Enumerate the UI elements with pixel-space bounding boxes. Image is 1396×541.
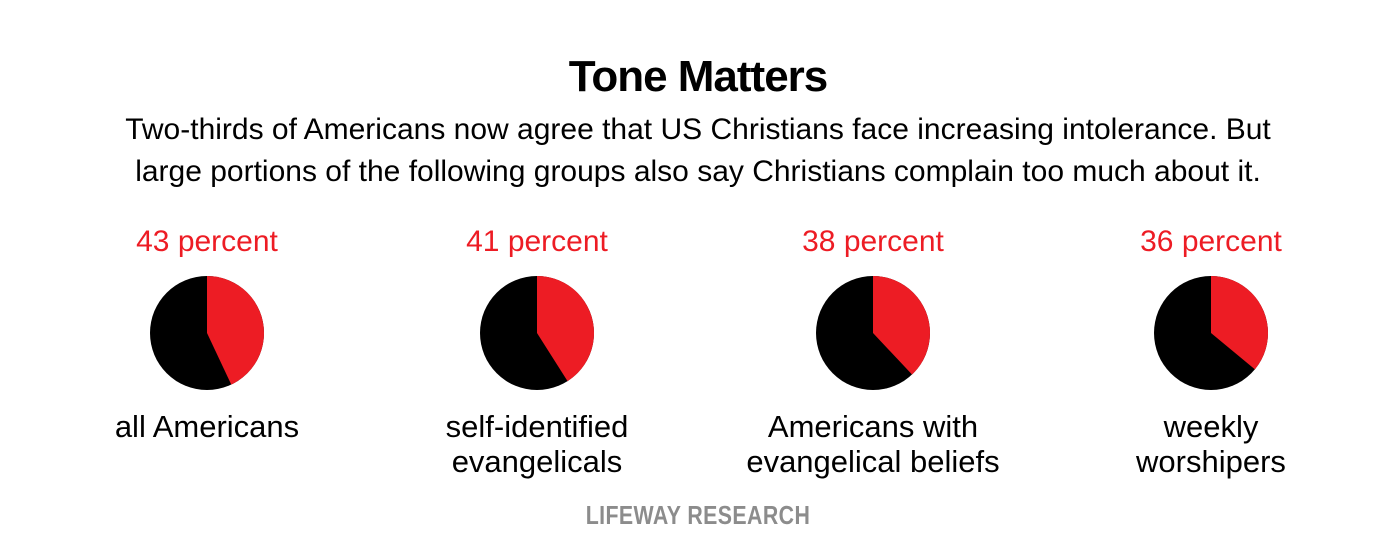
pie-slice-value xyxy=(537,276,594,382)
value-label: 38 percent xyxy=(802,225,944,258)
pie-group: 43 percent all Americans xyxy=(37,222,377,444)
pie-slice-value xyxy=(873,276,930,375)
value-label: 43 percent xyxy=(136,225,278,258)
category-label-line: weekly xyxy=(1163,409,1259,444)
pie-slice-value xyxy=(1211,276,1268,370)
pie-slice-value xyxy=(207,276,264,385)
pie-chart xyxy=(1154,276,1268,390)
category-label-line: evangelical beliefs xyxy=(746,444,1000,479)
category-label: all Americans xyxy=(37,409,377,444)
pie-chart xyxy=(150,276,264,390)
source-logo: LIFEWAY RESEARCH xyxy=(585,500,811,530)
category-label-line: Americans with xyxy=(767,409,979,444)
pie-group: 38 percent Americans with evangelical beli… xyxy=(703,222,1043,479)
subtitle-line-2: large portions of the following groups a… xyxy=(135,155,1261,188)
pie-chart xyxy=(816,276,930,390)
category-label-line: all Americans xyxy=(114,409,300,444)
chart-title: Tone Matters xyxy=(568,52,829,101)
pie-group: 36 percent weekly worshipers xyxy=(1041,222,1381,479)
subtitle-line-1: Two-thirds of Americans now agree that U… xyxy=(125,113,1271,146)
pie-group: 41 percent self-identified evangelicals xyxy=(367,222,707,479)
category-label: Americans with evangelical beliefs xyxy=(703,409,1043,479)
value-label: 41 percent xyxy=(466,225,608,258)
value-label: 36 percent xyxy=(1140,225,1282,258)
category-label-line: worshipers xyxy=(1136,444,1286,479)
category-label: weekly worshipers xyxy=(1041,409,1381,479)
category-label-line: evangelicals xyxy=(451,444,623,479)
pie-chart xyxy=(480,276,594,390)
category-label: self-identified evangelicals xyxy=(367,409,707,479)
category-label-line: self-identified xyxy=(445,409,629,444)
